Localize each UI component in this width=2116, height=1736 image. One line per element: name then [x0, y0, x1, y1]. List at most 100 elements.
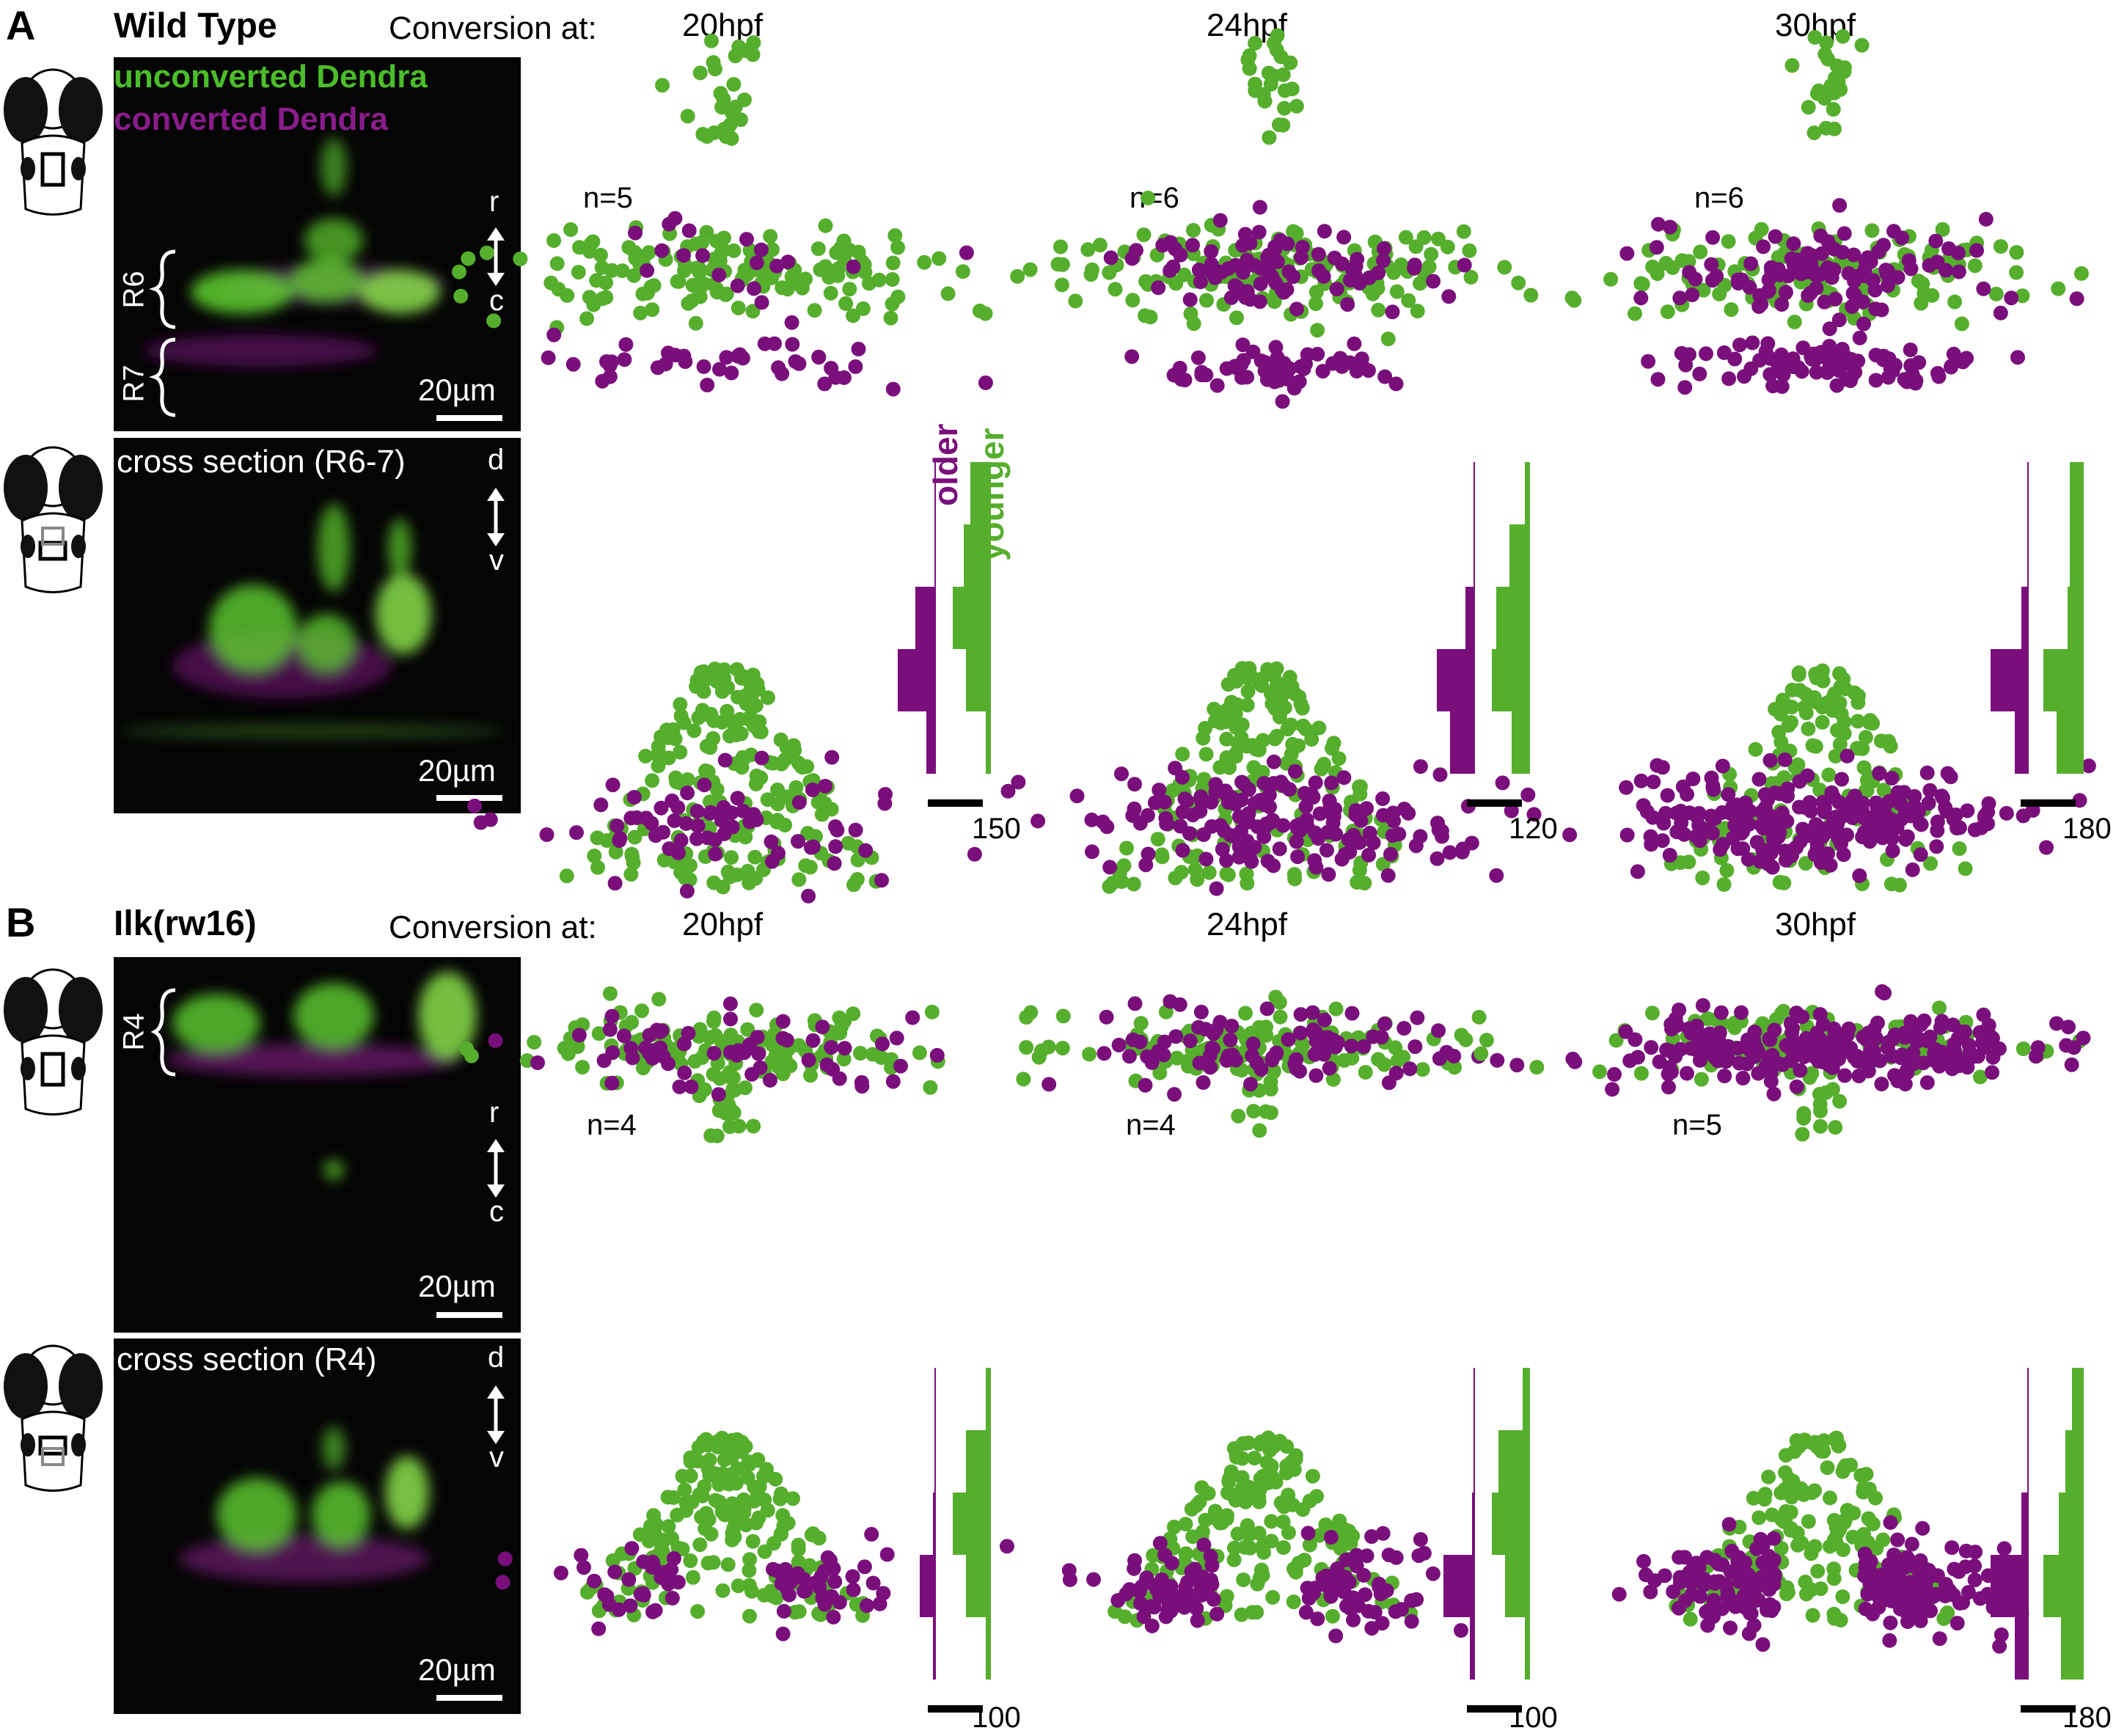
scatter-point-older — [1286, 269, 1301, 285]
scatter-point-younger — [717, 1507, 733, 1523]
scatter-point-older — [1672, 1550, 1687, 1565]
scatter-point-older — [1272, 373, 1286, 388]
histogram-bar-younger — [964, 524, 990, 587]
scatter-point-older — [1396, 1021, 1412, 1036]
scatter-point-younger — [1858, 730, 1873, 745]
scatter-point-older — [1947, 1561, 1962, 1577]
scatter-point-older — [1885, 1031, 1900, 1047]
scatter-point-older — [2010, 350, 2025, 365]
scatter-point-older — [678, 354, 693, 369]
scatter-point-older — [1829, 378, 1845, 393]
axis-dorsal: d — [488, 1341, 505, 1374]
scatter-point-younger — [885, 296, 900, 312]
scatter-point-younger — [1272, 1434, 1287, 1449]
scatter-point-younger — [742, 1552, 758, 1567]
scatter-point-older — [1272, 841, 1287, 857]
scatter-point-older — [656, 824, 671, 840]
scatter-point-older — [1713, 1005, 1729, 1020]
scatter-point-younger — [772, 1491, 788, 1506]
scatter-point-older — [1707, 810, 1723, 826]
scatter-point-younger — [2009, 265, 2024, 280]
scatter-point-older — [473, 815, 488, 830]
scatter-point-younger — [707, 252, 722, 266]
scatter-point-younger — [836, 1052, 852, 1067]
scatter-point-older — [684, 1079, 699, 1094]
scatter-point-younger — [1256, 1545, 1272, 1560]
scatter-point-younger — [729, 867, 744, 882]
scatter-point-older — [730, 791, 745, 806]
scatter-point-older — [612, 831, 628, 846]
scatter-point-younger — [721, 1096, 736, 1112]
scatter-point-older — [1121, 1049, 1137, 1064]
scatter-point-younger — [1389, 284, 1405, 299]
scatter-point-younger — [1967, 258, 1983, 274]
scatter-point-older — [1219, 853, 1234, 868]
scatter-point-older — [1310, 346, 1325, 362]
scatter-point-younger — [1336, 1522, 1351, 1537]
scatter-point-younger — [1865, 1516, 1881, 1531]
scatter-point-older — [1820, 234, 1836, 249]
scatter-point-older — [553, 1565, 568, 1581]
scatter-point-younger — [1267, 731, 1283, 747]
scatter-point-older — [801, 1052, 816, 1068]
scatter-point-younger — [1152, 1065, 1168, 1080]
scatter-point-older — [1413, 759, 1428, 774]
brain-schematic-icon — [4, 68, 103, 216]
scatter-point-younger — [1230, 1526, 1245, 1542]
scatter-point-younger — [1820, 51, 1836, 67]
scatter-point-older — [1097, 1046, 1112, 1061]
histogram-bar-younger — [2043, 1555, 2083, 1617]
scatter-point-older — [1441, 289, 1457, 304]
scatter-point-older — [959, 245, 974, 260]
scatter-point-older — [695, 248, 711, 263]
scatter-point-older — [654, 800, 669, 816]
scatter-point-younger — [783, 747, 799, 762]
scatter-point-younger — [1108, 282, 1123, 297]
scatter-point-older — [1833, 810, 1848, 825]
scatter-point-younger — [668, 770, 684, 785]
scatter-point-older — [599, 1589, 615, 1604]
scatter-point-older — [1299, 812, 1314, 827]
scatter-point-older — [782, 1587, 797, 1603]
scatter-point-older — [1918, 1567, 1933, 1581]
scatter-point-older — [1795, 821, 1810, 837]
scatter-point-older — [1158, 1609, 1174, 1625]
scatter-point-older — [825, 1061, 841, 1077]
scatter-point-older — [1127, 996, 1143, 1011]
scatter-point-older — [1868, 373, 1883, 388]
scatter-point-older — [1882, 794, 1897, 809]
scatter-point-younger — [695, 703, 710, 718]
scatter-point-younger — [1263, 1074, 1278, 1089]
scatter-point-younger — [1947, 294, 1963, 310]
scatter-point-younger — [748, 698, 764, 714]
scatter-point-older — [1622, 1053, 1638, 1069]
scatter-point-older — [1163, 994, 1178, 1009]
scatter-point-older — [1182, 1033, 1198, 1049]
histogram-scale-bar — [928, 1705, 983, 1713]
scatter-point-older — [2028, 1049, 2043, 1064]
scatter-point-younger — [452, 264, 466, 279]
scatter-point-older — [1178, 1579, 1193, 1594]
scatter-point-younger — [1712, 286, 1727, 301]
histogram-bar-younger — [986, 1368, 990, 1430]
scatter-point-younger — [720, 1557, 736, 1572]
scatter-point-older — [1000, 783, 1016, 799]
scatter-point-older — [1762, 367, 1778, 382]
scatter-point-younger — [1777, 1482, 1793, 1497]
scatter-point-older — [1883, 1615, 1898, 1630]
scatter-point-older — [723, 1011, 738, 1027]
histogram-bar-younger — [2070, 462, 2083, 524]
scatter-point-older — [621, 1572, 637, 1587]
scatter-point-younger — [714, 100, 729, 115]
scatter-point-younger — [1105, 875, 1121, 890]
scatter-point-older — [700, 378, 715, 392]
scatter-point-older — [1293, 359, 1308, 374]
scatter-point-younger — [1827, 121, 1842, 136]
histogram-bar-older — [1991, 1555, 2028, 1617]
scatter-point-older — [1208, 785, 1223, 800]
scatter-point-older — [1737, 369, 1751, 384]
scatter-point-older — [848, 822, 863, 838]
scatter-point-younger — [1234, 717, 1250, 733]
scatter-point-older — [1669, 824, 1685, 840]
